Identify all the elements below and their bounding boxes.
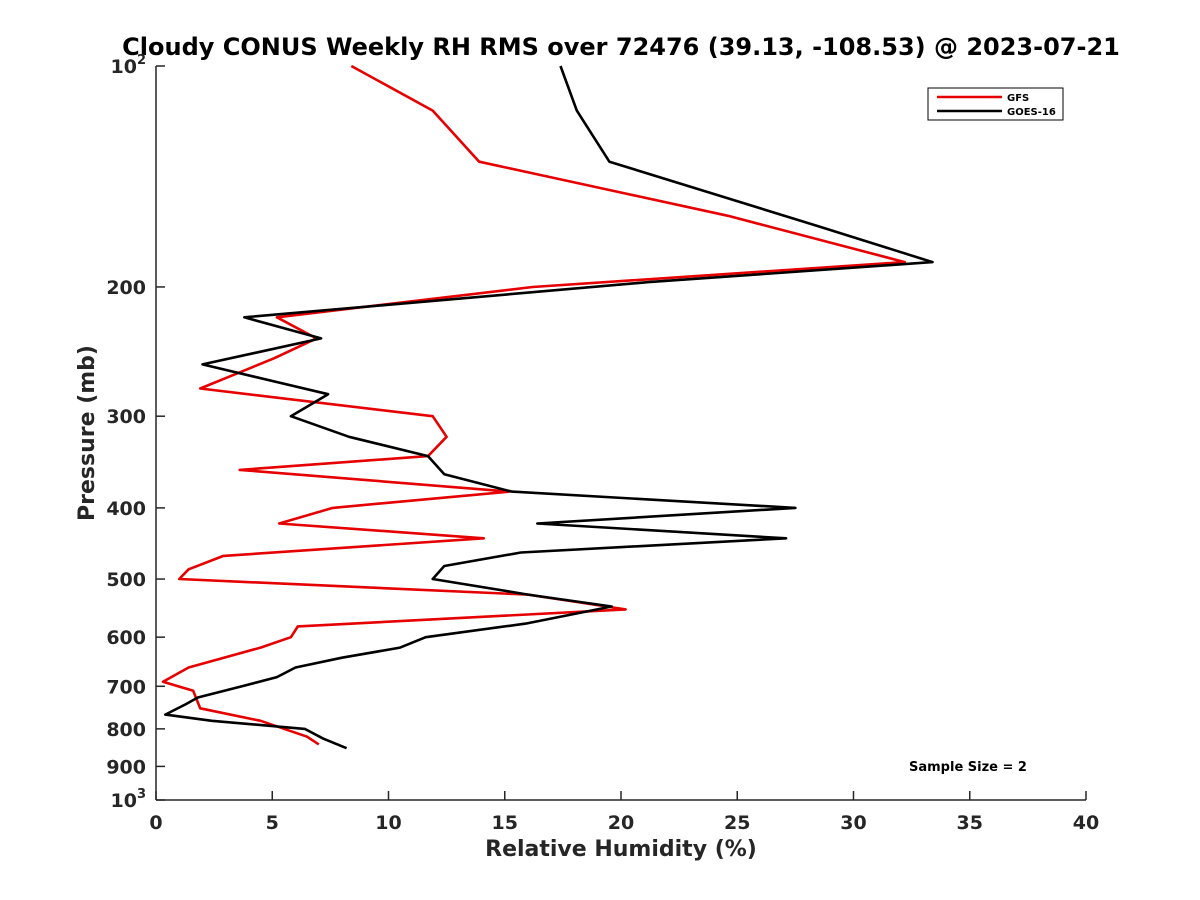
legend: GFS GOES-16 (927, 87, 1064, 121)
chart-title: Cloudy CONUS Weekly RH RMS over 72476 (3… (122, 33, 1120, 61)
x-tick-label: 0 (149, 812, 162, 834)
x-axis-label: Relative Humidity (%) (485, 837, 757, 862)
x-tick-label: 40 (1073, 812, 1099, 834)
legend-box (927, 87, 1064, 121)
plot-area (156, 66, 1086, 800)
y-tick-label: 500 (106, 569, 146, 591)
y-tick-label: 300 (106, 406, 146, 428)
x-tick-label: 10 (375, 812, 401, 834)
y-tick-label: 600 (106, 627, 146, 649)
y-tick-label: 200 (106, 277, 146, 299)
y-tick-label: 800 (106, 719, 146, 741)
x-axis-ticks: 0 5 10 15 20 25 30 35 40 (149, 791, 1099, 834)
y-tick-label: 103 (111, 787, 147, 812)
y-tick-label: 900 (106, 756, 146, 778)
legend-label-goes16: GOES-16 (1007, 107, 1056, 118)
x-tick-label: 5 (266, 812, 279, 834)
y-axis-label: Pressure (mb) (75, 345, 100, 521)
x-tick-label: 25 (724, 812, 750, 834)
x-tick-label: 15 (492, 812, 518, 834)
y-axis-ticks: 102 200 300 400 500 600 700 800 900 103 (106, 53, 165, 812)
y-tick-label: 700 (106, 676, 146, 698)
x-tick-label: 20 (608, 812, 634, 834)
series-line-gfs (161, 64, 907, 746)
y-tick-label: 102 (111, 53, 147, 78)
y-tick-label: 400 (106, 498, 146, 520)
x-tick-label: 35 (957, 812, 983, 834)
series-layer (161, 64, 934, 750)
sample-size-note: Sample Size = 2 (909, 760, 1027, 775)
legend-label-gfs: GFS (1007, 93, 1029, 104)
series-line-goes16 (164, 65, 934, 750)
x-tick-label: 30 (840, 812, 866, 834)
